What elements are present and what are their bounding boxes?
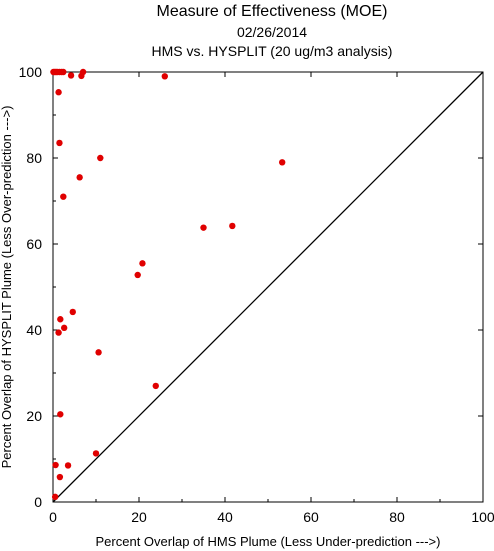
diagonal-reference-line bbox=[52, 71, 484, 503]
y-tick-label: 100 bbox=[19, 64, 43, 80]
data-point bbox=[57, 411, 64, 418]
y-axis-label: Percent Overlap of HYSPLIT Plume (Less O… bbox=[0, 106, 14, 469]
data-point bbox=[79, 68, 87, 76]
data-point bbox=[200, 224, 207, 231]
data-point bbox=[139, 260, 146, 267]
data-point bbox=[60, 68, 67, 76]
data-point bbox=[229, 222, 236, 230]
data-point bbox=[76, 174, 83, 181]
x-tick-label: 0 bbox=[49, 509, 57, 525]
x-tick-label: 60 bbox=[303, 509, 319, 525]
data-point bbox=[55, 89, 62, 96]
chart-title: Measure of Effectiveness (MOE) bbox=[157, 3, 388, 20]
data-point bbox=[67, 72, 75, 79]
data-point bbox=[161, 73, 168, 80]
data-point bbox=[92, 450, 100, 457]
data-point bbox=[95, 349, 102, 356]
y-tick-label: 60 bbox=[26, 236, 42, 252]
y-tick-label: 0 bbox=[34, 494, 42, 510]
x-tick-label: 40 bbox=[217, 509, 233, 525]
data-point bbox=[52, 461, 59, 469]
data-point bbox=[69, 308, 76, 316]
data-point bbox=[51, 493, 59, 501]
y-tick-label: 40 bbox=[26, 322, 42, 338]
data-point bbox=[278, 159, 286, 166]
data-point bbox=[60, 324, 68, 332]
data-point bbox=[55, 329, 62, 336]
data-point bbox=[152, 382, 159, 390]
chart-date: 02/26/2014 bbox=[237, 24, 307, 40]
x-tick-label: 80 bbox=[389, 509, 405, 525]
y-tick-label: 80 bbox=[26, 150, 42, 166]
data-point bbox=[97, 154, 104, 162]
chart-subtitle: HMS vs. HYSPLIT (20 ug/m3 analysis) bbox=[152, 43, 393, 59]
data-point bbox=[56, 139, 63, 147]
x-axis-label: Percent Overlap of HMS Plume (Less Under… bbox=[96, 534, 441, 549]
y-tick-label: 20 bbox=[26, 408, 42, 424]
data-point bbox=[60, 193, 67, 200]
data-point bbox=[64, 462, 72, 469]
data-point bbox=[134, 271, 141, 279]
data-point bbox=[56, 473, 64, 481]
x-tick-label: 20 bbox=[131, 509, 147, 525]
x-tick-label: 100 bbox=[471, 509, 494, 525]
data-point bbox=[57, 316, 64, 323]
